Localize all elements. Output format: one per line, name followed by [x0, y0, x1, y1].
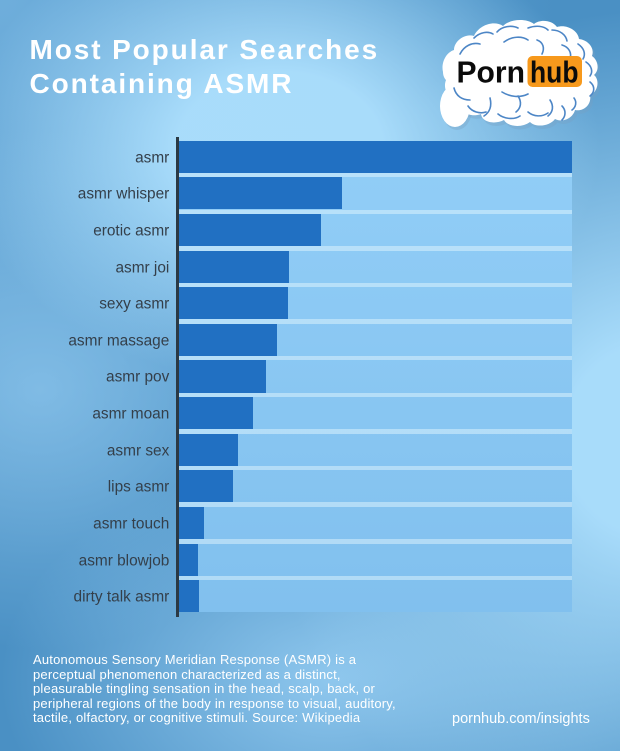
svg-text:hub: hub: [530, 56, 579, 90]
svg-text:Porn: Porn: [457, 56, 526, 90]
